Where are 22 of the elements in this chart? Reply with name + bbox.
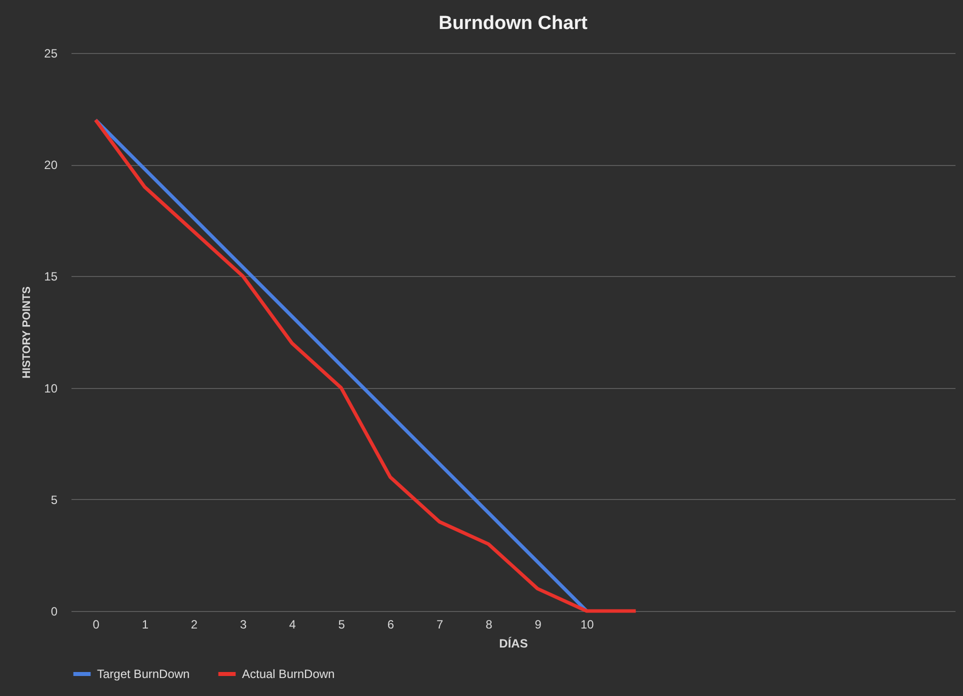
x-tick-label: 10 (580, 618, 594, 632)
x-tick-label: 5 (338, 618, 346, 632)
y-tick-label: 10 (44, 381, 58, 396)
x-tick-label: 0 (92, 618, 100, 632)
legend-label: Actual BurnDown (242, 667, 335, 681)
legend-label: Target BurnDown (97, 667, 190, 681)
x-tick-label: 8 (486, 618, 493, 632)
y-tick-label: 25 (44, 46, 58, 60)
y-tick-label: 0 (50, 604, 58, 618)
x-tick-label: 3 (240, 618, 248, 632)
x-tick-label: 6 (387, 618, 394, 632)
x-tick-label: 2 (190, 618, 198, 632)
x-tick-label: 1 (142, 618, 149, 632)
y-axis-title: HISTORY POINTS (21, 286, 34, 379)
y-tick-label: 5 (50, 492, 58, 507)
x-tick-label: 9 (534, 618, 542, 632)
y-tick-label: 15 (44, 270, 58, 284)
x-axis-title: DÍAS (499, 636, 528, 650)
y-tick-label: 20 (44, 158, 58, 172)
x-tick-label: 4 (289, 618, 296, 632)
x-tick-label: 7 (436, 618, 444, 632)
chart-title: Burndown Chart (438, 13, 588, 34)
